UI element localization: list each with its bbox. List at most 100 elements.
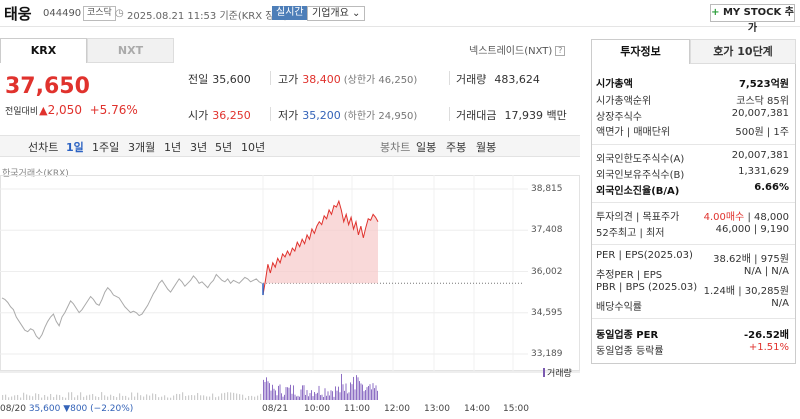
period-1w[interactable]: 1주일 [92, 141, 120, 154]
volume-bar [272, 384, 273, 400]
volume-bar [339, 392, 341, 400]
volume-bar [332, 391, 333, 400]
stock-name: 태웅 [4, 5, 32, 23]
volume-bar [341, 373, 342, 400]
volume-bar [245, 397, 247, 400]
stat-open: 시가 36,250 [188, 109, 251, 122]
volume-bar [59, 395, 61, 400]
volume-bar [11, 396, 13, 400]
period-1d[interactable]: 1일 [66, 141, 84, 154]
volume-bar [299, 396, 300, 400]
volume-bar [224, 392, 226, 400]
volume-bar [17, 394, 19, 400]
period-3m[interactable]: 3개월 [128, 141, 156, 154]
volume-bar [374, 388, 375, 400]
volume-bar [264, 381, 266, 400]
volume-bar [330, 390, 332, 400]
add-mystock-button[interactable]: + MY STOCK 추가 [710, 4, 795, 34]
line-chart-label: 선차트 [28, 141, 59, 154]
y-tick-label: 33,189 [531, 349, 563, 359]
stat-prev: 전일 35,600 [188, 73, 251, 86]
period-1y[interactable]: 1년 [164, 141, 182, 154]
tab-krx[interactable]: KRX [0, 38, 87, 63]
up-triangle-icon: ▲ [39, 104, 48, 117]
volume-bar [276, 395, 278, 400]
realtime-button[interactable]: 실시간 [272, 6, 308, 20]
period-daily[interactable]: 일봉 [416, 141, 437, 154]
volume-bar [300, 389, 302, 400]
volume-bar [312, 396, 314, 400]
stat-volume: 거래량 483,624 [456, 73, 540, 86]
volume-bar [137, 392, 139, 400]
volume-bar [365, 390, 366, 400]
volume-bar [176, 393, 178, 400]
volume-bar [254, 396, 256, 400]
period-10y[interactable]: 10년 [241, 141, 266, 154]
volume-bar [119, 393, 121, 400]
period-3y[interactable]: 3년 [190, 141, 208, 154]
volume-bar [284, 394, 285, 400]
volume-bar [155, 394, 157, 400]
tab-ask-10[interactable]: 호가 10단계 [690, 39, 796, 64]
volume-bar [279, 384, 281, 400]
volume-bar [212, 393, 214, 400]
volume-bar [38, 394, 40, 400]
volume-bar [266, 377, 267, 400]
period-bar: 선차트 1일 1주일 3개월 1년 3년 5년 10년 봉차트 일봉 주봉 월봉 [0, 135, 580, 157]
volume-bar [128, 397, 130, 400]
volume-bar [356, 375, 357, 400]
volume-bar [188, 395, 190, 400]
volume-bar [344, 390, 345, 400]
volume-bar [215, 397, 217, 400]
volume-bar [308, 396, 309, 400]
update-time: 2025.08.21 11:53 기준(KRX 장중) [127, 11, 288, 22]
volume-bar [320, 395, 321, 400]
stock-header: 태웅 044490 코스닥 ◷ 2025.08.21 11:53 기준(KRX … [0, 0, 800, 34]
stock-code: 044490 [43, 8, 82, 19]
volume-bar [8, 397, 10, 400]
volume-bar [369, 384, 371, 400]
volume-bar [326, 395, 327, 400]
x-tick-label: 12:00 [384, 404, 410, 414]
volume-bar [239, 394, 241, 400]
y-tick-label: 38,815 [531, 184, 563, 194]
volume-bar [281, 393, 282, 400]
volume-bar [53, 397, 55, 400]
volume-legend: 거래량 [543, 366, 572, 379]
volume-bar [221, 393, 223, 400]
volume-bar [227, 392, 229, 400]
price-chart[interactable] [0, 175, 580, 419]
volume-bar [47, 396, 49, 400]
company-overview-button[interactable]: 기업개요 ⌄ [307, 6, 366, 21]
volume-bar [342, 384, 344, 400]
volume-bar [305, 394, 306, 400]
volume-bar [209, 396, 211, 400]
period-weekly[interactable]: 주봉 [446, 141, 467, 154]
volume-bar [335, 386, 336, 400]
volume-bar [269, 383, 270, 400]
volume-bar [191, 395, 193, 400]
volume-bar [92, 393, 94, 400]
volume-bar [314, 392, 315, 400]
period-5y[interactable]: 5년 [215, 141, 233, 154]
help-icon[interactable]: ? [555, 46, 566, 56]
volume-bar [275, 390, 276, 400]
volume-bar [158, 397, 160, 400]
period-monthly[interactable]: 월봉 [476, 141, 497, 154]
volume-bar [251, 395, 253, 400]
volume-bar [363, 391, 365, 400]
price-change: 전일대비▲2,050 +5.76% [5, 103, 138, 117]
current-price: 37,650 [5, 74, 90, 99]
tab-nxt[interactable]: NXT [87, 38, 174, 63]
volume-bar [285, 387, 287, 400]
volume-bar [194, 395, 196, 400]
volume-bar [315, 393, 317, 400]
volume-bar [297, 395, 299, 400]
invest-info-panel: 시가총액 7,523억원 시가총액순위 코스닥 85위 상장주식수 20,007,38… [591, 64, 796, 364]
volume-bar [347, 393, 348, 400]
volume-bar [182, 392, 184, 400]
volume-bar [309, 393, 311, 400]
info-tabs: 투자정보 호가 10단계 [591, 39, 796, 64]
tab-invest-info[interactable]: 투자정보 [591, 39, 690, 64]
volume-bar [282, 396, 284, 400]
